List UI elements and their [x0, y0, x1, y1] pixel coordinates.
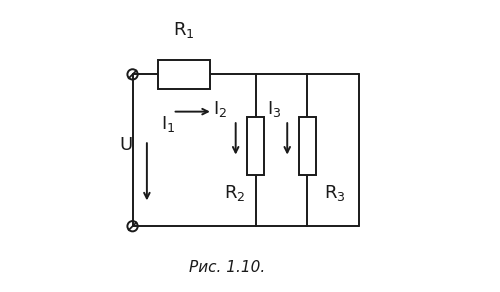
Text: Рис. 1.10.: Рис. 1.10. [189, 260, 265, 275]
Bar [298, 117, 316, 175]
Text: R$_1$: R$_1$ [174, 20, 195, 40]
Text: I$_3$: I$_3$ [267, 99, 281, 119]
Text: R$_3$: R$_3$ [324, 183, 346, 203]
Text: I$_2$: I$_2$ [213, 99, 227, 119]
Bar [247, 117, 264, 175]
Text: U: U [120, 135, 132, 154]
Text: R$_2$: R$_2$ [224, 183, 246, 203]
Bar [158, 60, 210, 89]
Text: I$_1$: I$_1$ [161, 114, 176, 135]
